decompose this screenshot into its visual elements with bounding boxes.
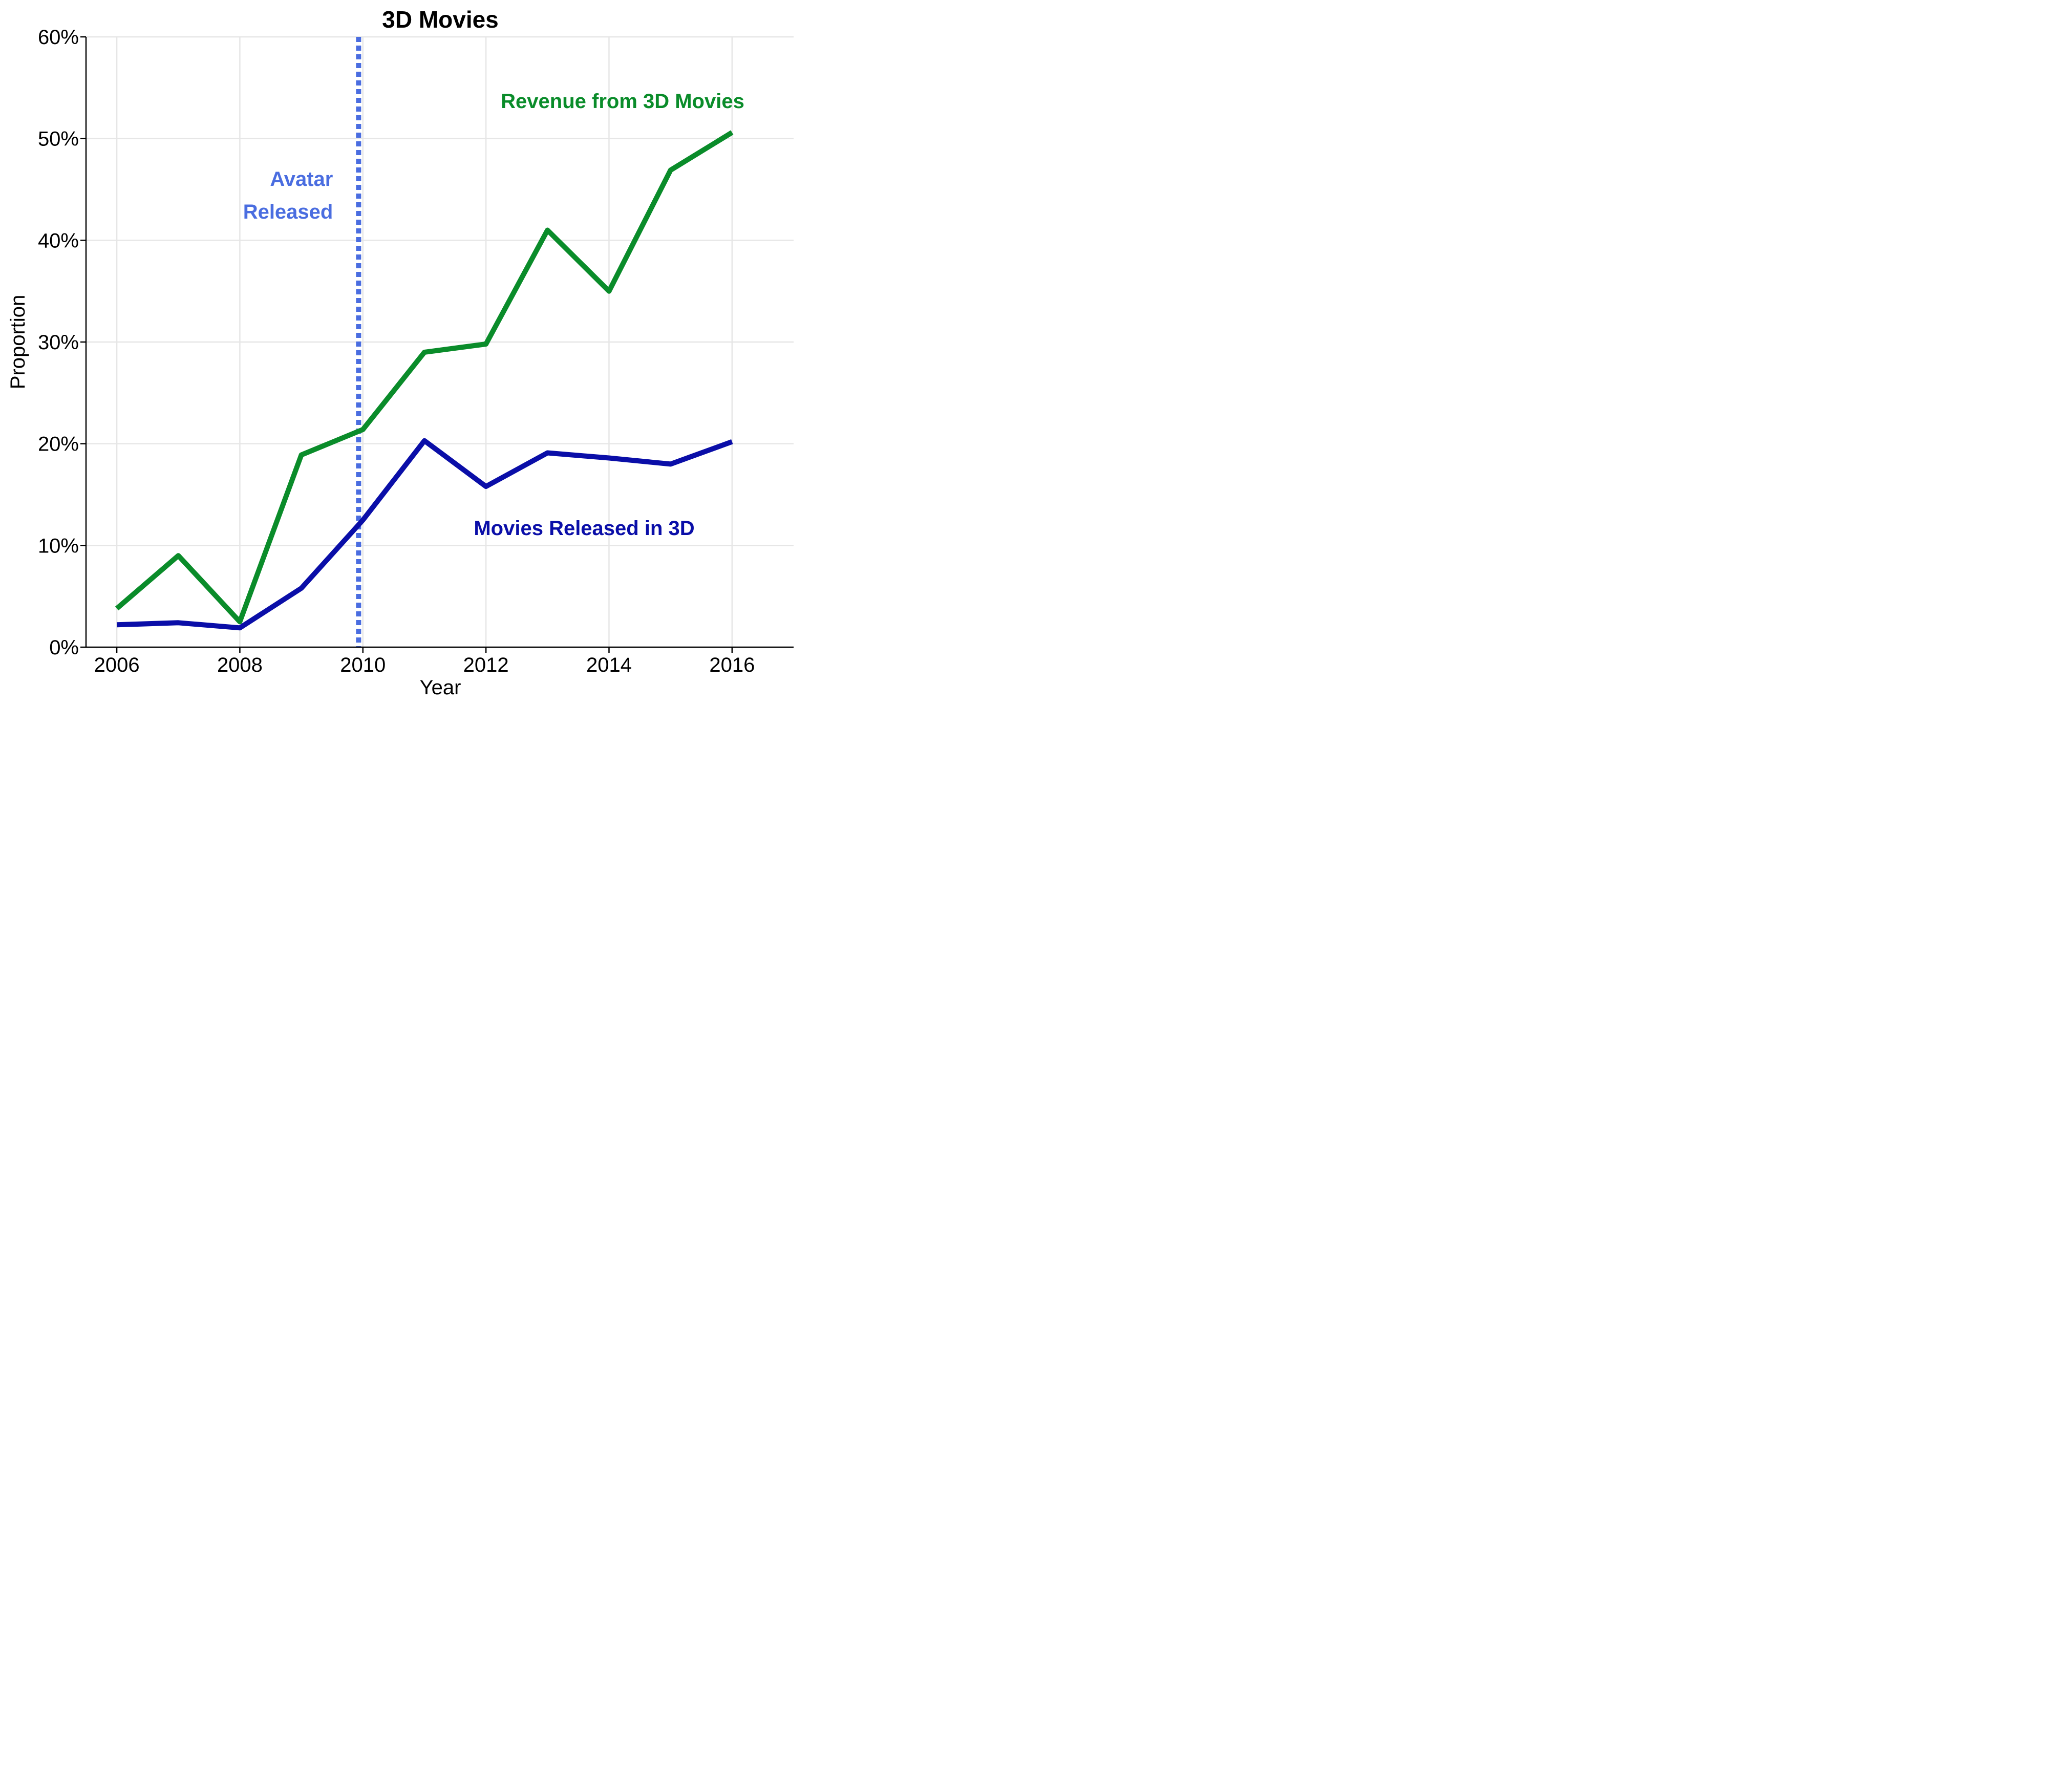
x-tick-label: 2016	[709, 654, 755, 676]
y-tick-label: 40%	[38, 229, 79, 252]
annotations: Avatar Released	[243, 37, 361, 647]
series-label-1: Revenue from 3D Movies	[501, 90, 744, 113]
x-tick-label: 2014	[586, 654, 632, 676]
series-line-1	[115, 130, 734, 625]
avatar-annotation-line-1: Avatar	[270, 168, 333, 190]
y-tick-label: 30%	[38, 331, 79, 354]
x-tick-label: 2008	[217, 654, 263, 676]
y-axis-title: Proportion	[7, 295, 29, 390]
chart-title: 3D Movies	[382, 6, 499, 33]
labels: 3D Movies Year Proportion	[7, 6, 499, 699]
gridlines	[86, 36, 794, 648]
y-tick-label: 20%	[38, 433, 79, 456]
y-tick-label: 0%	[49, 636, 79, 659]
y-tick-label: 50%	[38, 128, 79, 151]
y-tick-label: 10%	[38, 535, 79, 557]
x-tick-label: 2012	[463, 654, 509, 676]
y-tick-label: 60%	[38, 26, 79, 49]
x-axis-title: Year	[420, 676, 461, 699]
chart-container: Avatar Released Revenue from 3D Movies Mov…	[0, 0, 801, 700]
x-tick-label: 2010	[340, 654, 386, 676]
x-tick-label: 2006	[94, 654, 140, 676]
series-lines: Revenue from 3D Movies Movies Released in…	[115, 90, 744, 631]
series-label-2: Movies Released in 3D	[474, 517, 694, 540]
line-chart: Avatar Released Revenue from 3D Movies Mov…	[7, 6, 794, 699]
avatar-annotation-line-2: Released	[243, 201, 333, 223]
axes: 0% 10% 20% 30% 40% 50% 60% 2006 2008 2010 2012 2014…	[38, 26, 794, 676]
